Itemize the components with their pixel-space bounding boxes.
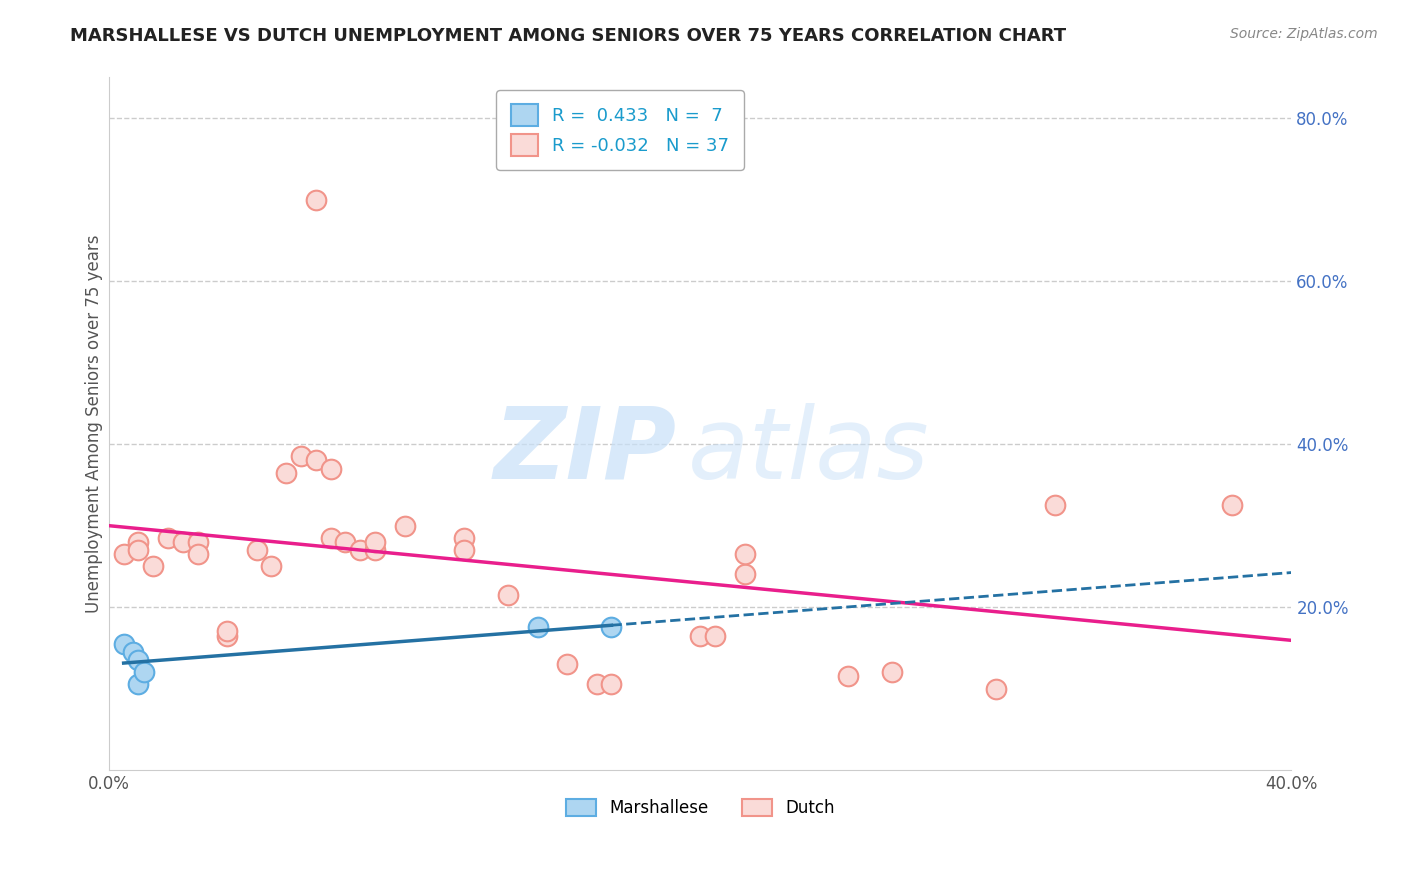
Point (600, 677, 623, 691)
Point (260, 559, 283, 574)
Point (112, 637, 135, 651)
Text: atlas: atlas (689, 403, 929, 500)
Point (689, 629, 711, 643)
Point (364, 534, 387, 549)
Point (217, 629, 239, 643)
Text: Source: ZipAtlas.com: Source: ZipAtlas.com (1230, 27, 1378, 41)
Point (246, 543, 269, 558)
Point (600, 620, 623, 634)
Point (305, 453, 328, 467)
Point (349, 543, 371, 558)
Point (156, 531, 179, 545)
Point (142, 559, 165, 574)
Point (394, 518, 416, 533)
Point (187, 547, 209, 561)
Point (319, 461, 342, 475)
Point (453, 543, 475, 558)
Point (276, 466, 298, 480)
Point (127, 677, 149, 691)
Point (703, 629, 725, 643)
Point (187, 534, 209, 549)
Point (134, 665, 156, 680)
Point (305, 193, 328, 207)
Point (734, 567, 756, 582)
Point (453, 531, 475, 545)
Point (217, 624, 239, 639)
Point (496, 588, 519, 602)
Point (882, 665, 904, 680)
Point (290, 450, 312, 464)
Point (121, 645, 143, 659)
Point (734, 547, 756, 561)
Point (555, 657, 578, 671)
Point (319, 531, 342, 545)
Point (837, 669, 859, 683)
Point (127, 653, 149, 667)
Point (1043, 498, 1066, 512)
Point (127, 534, 149, 549)
Point (335, 534, 357, 549)
Point (127, 543, 149, 558)
Point (112, 547, 135, 561)
Text: ZIP: ZIP (494, 403, 676, 500)
Legend: Marshallese, Dutch: Marshallese, Dutch (560, 792, 841, 824)
Point (172, 534, 194, 549)
Text: MARSHALLESE VS DUTCH UNEMPLOYMENT AMONG SENIORS OVER 75 YEARS CORRELATION CHART: MARSHALLESE VS DUTCH UNEMPLOYMENT AMONG … (70, 27, 1066, 45)
Point (585, 677, 607, 691)
Point (984, 681, 1007, 696)
Point (364, 543, 387, 558)
Point (1220, 498, 1243, 512)
Point (526, 620, 548, 634)
Y-axis label: Unemployment Among Seniors over 75 years: Unemployment Among Seniors over 75 years (86, 235, 103, 613)
